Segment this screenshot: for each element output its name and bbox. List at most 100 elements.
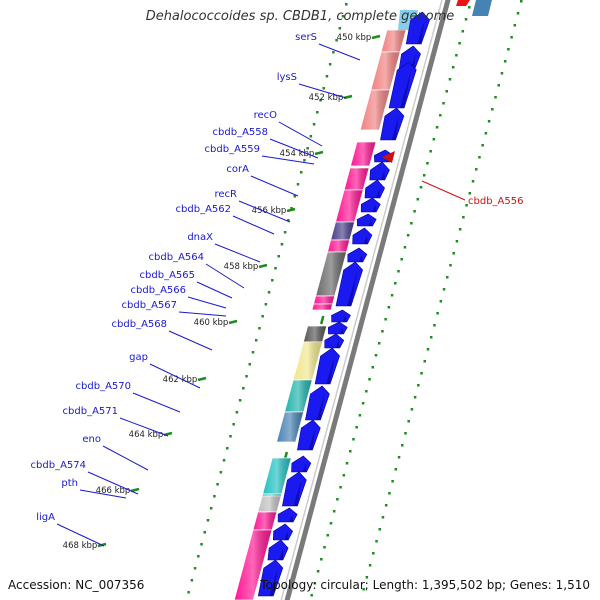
ring-dot: [394, 468, 398, 471]
ring-dot: [455, 54, 458, 57]
ring-dot: [426, 162, 429, 165]
feature-label-cbdb_A558: cbdb_A558: [213, 127, 268, 138]
ring-dot: [320, 558, 323, 561]
tick-label: 450 kbp: [337, 33, 372, 43]
ring-dot: [319, 99, 322, 102]
feature-label-ligA: ligA: [36, 512, 55, 523]
ring-dot: [416, 198, 420, 201]
leader-line: [132, 392, 181, 413]
cds-arrow-shade: [372, 204, 377, 212]
leader-line: [232, 215, 275, 235]
tick-label: 462 kbp: [163, 375, 198, 385]
feature-label-cbdb_A565: cbdb_A565: [140, 270, 195, 281]
ring-dot: [335, 39, 338, 42]
ring-dot: [391, 480, 394, 483]
ring-dot: [274, 267, 277, 270]
ring-dot: [513, 24, 517, 27]
ring-dot: [193, 567, 197, 570]
feature-label-dnaX: dnaX: [187, 232, 213, 243]
feature-label-gap: gap: [129, 352, 148, 363]
ring-dot: [312, 123, 316, 126]
genome-backbone: [280, 0, 451, 600]
ring-dot: [248, 363, 252, 366]
ring-dot: [371, 366, 375, 369]
cds-arrow: [352, 227, 373, 245]
ring-dot: [345, 462, 349, 465]
ring-dot: [377, 342, 381, 345]
ring-dot: [299, 171, 303, 174]
ring-dot: [372, 552, 375, 555]
tick-mark: [228, 319, 238, 325]
ring-dot: [226, 447, 229, 450]
cds-arrow: [360, 197, 381, 213]
ring-dot: [190, 579, 194, 582]
cds-arrow-shade: [269, 568, 278, 596]
ring-dot: [342, 474, 346, 477]
ring-dot: [388, 492, 391, 495]
cds-arrow-shade: [380, 170, 385, 180]
ring-dot: [410, 222, 413, 225]
feature-label-eno: eno: [82, 434, 101, 445]
ring-dot: [413, 396, 417, 399]
cds-arrow-shade: [342, 315, 347, 322]
tick-label: 452 kbp: [309, 93, 344, 103]
ring-dot: [458, 228, 462, 231]
ring-dot: [368, 564, 372, 567]
tick-mark: [286, 207, 296, 213]
leader-line: [318, 43, 361, 61]
cds-arrow-shade: [375, 188, 380, 198]
feature-shine: [344, 168, 369, 190]
feature-shine: [381, 30, 406, 52]
map-title: Dehalococcoides sp. CBDB1, complete geno…: [145, 9, 455, 24]
cds-arrow: [347, 247, 368, 263]
ring-dot: [429, 336, 433, 339]
cds-arrow-shade: [417, 20, 425, 44]
ring-dot: [187, 591, 190, 594]
feature-shine: [303, 326, 327, 342]
cds-arrow-shade: [293, 480, 302, 506]
leader-line: [79, 489, 127, 499]
cds-arrow: [327, 321, 348, 335]
feature-label-cbdb_A571: cbdb_A571: [63, 406, 118, 417]
tick-mark: [197, 376, 207, 382]
ring-dot: [397, 270, 400, 273]
cds-arrow-shade: [368, 219, 373, 226]
ring-dot: [277, 255, 280, 258]
backbone-line: [284, 0, 451, 600]
ring-dot: [387, 306, 391, 309]
ring-dot: [461, 30, 465, 33]
cds-arrow-shade: [358, 254, 363, 262]
cds-arrow-shade: [335, 340, 340, 348]
ring-dot: [358, 414, 362, 417]
feature-shine: [360, 90, 390, 130]
ring-dot: [235, 411, 239, 414]
feature-label-recR: recR: [215, 189, 238, 200]
cds-arrow-shade: [326, 356, 335, 384]
cds-arrow-shade: [391, 116, 399, 140]
feature-label-pth: pth: [61, 478, 78, 489]
feature-shine: [293, 342, 323, 380]
cds-arrow-shade: [316, 394, 325, 420]
cds-arrow-shade: [363, 235, 368, 244]
cds-arrow-track: [257, 11, 430, 597]
ring-dot: [203, 531, 206, 534]
cds-arrow: [335, 261, 363, 307]
cds-arrow: [267, 539, 289, 561]
leader-line: [149, 363, 201, 389]
ring-dot: [478, 156, 481, 159]
leader-line: [119, 417, 169, 437]
feature-shine: [262, 458, 292, 494]
ring-dot: [374, 354, 378, 357]
ring-dot: [329, 522, 333, 525]
ring-dot: [362, 588, 365, 591]
ring-dash: [319, 315, 325, 325]
ring-dot: [384, 318, 387, 321]
cds-arrow-shade: [278, 548, 284, 560]
ring-dot: [462, 216, 465, 219]
leader-line: [56, 523, 105, 547]
ring-dot: [245, 375, 248, 378]
ring-dot: [271, 279, 274, 282]
ring-dot: [290, 207, 293, 210]
ring-dot: [494, 96, 497, 99]
feature-shine: [327, 240, 350, 252]
